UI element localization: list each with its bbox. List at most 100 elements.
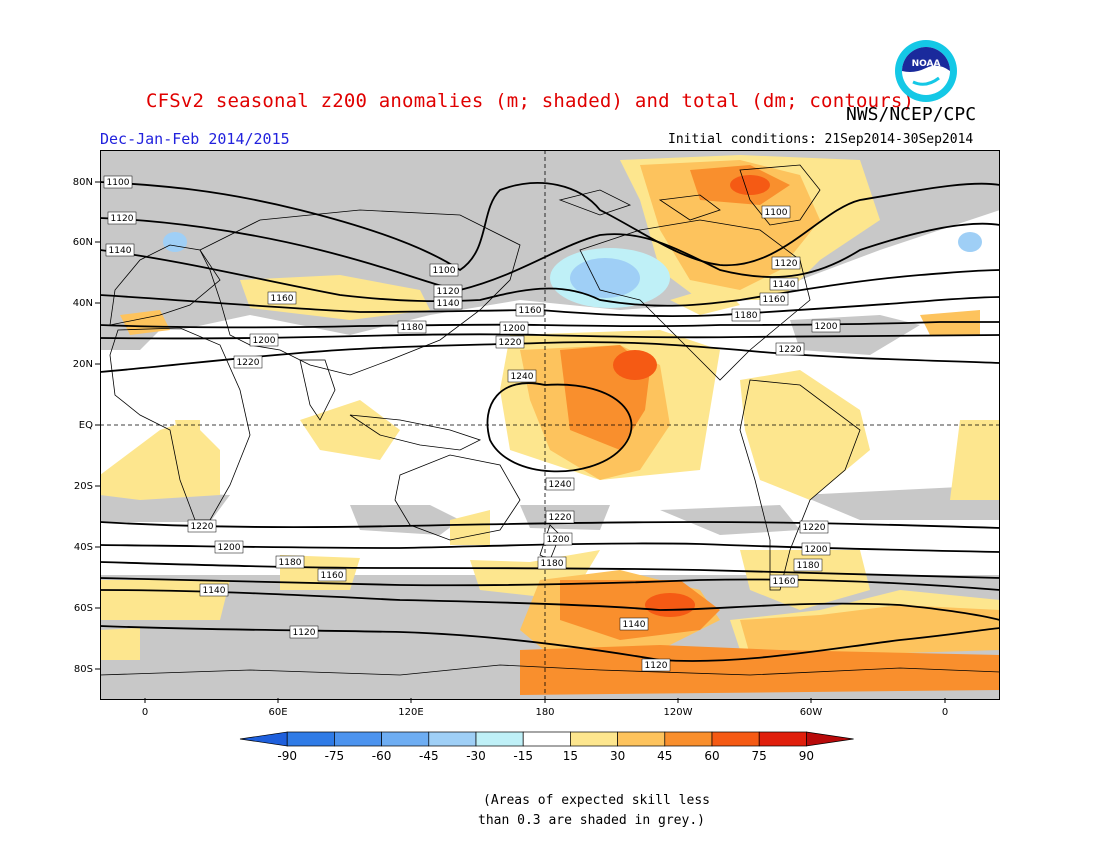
colorbar-label: -60 — [372, 749, 392, 763]
lat-label: 60S — [74, 603, 93, 614]
season-label: Dec-Jan-Feb 2014/2015 — [100, 130, 290, 148]
svg-text:1200: 1200 — [503, 324, 526, 334]
contour-label: 1120 — [107, 211, 137, 225]
lon-label: 0 — [942, 707, 948, 718]
anomaly-60-75-areas — [613, 175, 770, 617]
svg-text:1180: 1180 — [735, 311, 758, 321]
colorbar-box — [570, 731, 618, 747]
contour-label: 1200 — [499, 321, 529, 335]
colorbar-box — [758, 731, 807, 747]
svg-text:1200: 1200 — [253, 336, 276, 346]
contour-label: 1140 — [769, 277, 799, 291]
lon-label: 0 — [142, 707, 148, 718]
svg-text:1160: 1160 — [519, 306, 542, 316]
contour-label: 1200 — [543, 532, 573, 546]
colorbar-label: -90 — [277, 749, 297, 763]
lat-label: 80S — [74, 664, 93, 675]
contour-label: 1140 — [619, 617, 649, 631]
svg-text:1220: 1220 — [237, 358, 260, 368]
colorbar-box — [475, 731, 524, 747]
contour-label: 1160 — [515, 303, 545, 317]
colorbar-box — [617, 731, 666, 747]
contour-label: 1160 — [317, 568, 347, 582]
svg-text:1200: 1200 — [547, 535, 570, 545]
noaa-logo-text: NOAA — [912, 59, 941, 69]
contour-labels: 1100 1120 1140 1160 1180 1200 1220 1100 … — [103, 175, 841, 672]
svg-text:1200: 1200 — [815, 322, 838, 332]
contour-label: 1180 — [397, 320, 427, 334]
lat-label: 60N — [73, 237, 93, 248]
contour-label: 1240 — [507, 369, 537, 383]
longitude-axis: 0 60E 120E 180 120W 60W 0 — [142, 698, 948, 718]
contour-label: 1200 — [214, 540, 244, 554]
svg-text:1160: 1160 — [271, 294, 294, 304]
skill-note-line2: than 0.3 are shaded in grey.) — [478, 813, 705, 828]
lat-label: 20S — [74, 481, 93, 492]
contour-label: 1140 — [433, 296, 463, 310]
svg-text:1220: 1220 — [191, 522, 214, 532]
svg-text:1140: 1140 — [109, 246, 132, 256]
colorbar-box — [334, 731, 382, 747]
svg-text:1120: 1120 — [111, 214, 134, 224]
colorbar-box — [522, 731, 571, 747]
svg-text:1120: 1120 — [775, 259, 798, 269]
contour-label: 1120 — [289, 625, 319, 639]
svg-text:1160: 1160 — [763, 295, 786, 305]
svg-text:1180: 1180 — [541, 559, 564, 569]
lon-label: 60W — [800, 707, 823, 718]
svg-text:1180: 1180 — [279, 558, 302, 568]
colorbar-label: 30 — [610, 749, 625, 763]
contour-label: 1160 — [759, 292, 789, 306]
colorbar-box — [428, 731, 477, 747]
svg-text:1100: 1100 — [433, 266, 456, 276]
lat-label: 40S — [74, 542, 93, 553]
contour-label: 1100 — [429, 263, 459, 277]
contour-label: 1180 — [537, 556, 567, 570]
svg-text:1220: 1220 — [779, 345, 802, 355]
colorbar-label: -30 — [466, 749, 486, 763]
height-contours — [100, 181, 1000, 662]
lon-label: 120W — [664, 707, 693, 718]
svg-text:1140: 1140 — [773, 280, 796, 290]
agency-label: NWS/NCEP/CPC — [846, 104, 977, 125]
colorbar-box — [239, 731, 288, 747]
svg-text:1160: 1160 — [321, 571, 344, 581]
contour-label: 1100 — [761, 205, 791, 219]
svg-text:1120: 1120 — [437, 287, 460, 297]
colorbar-label: 75 — [752, 749, 767, 763]
lon-label: 120E — [398, 707, 423, 718]
lat-label: 20N — [73, 359, 93, 370]
contour-label: 1180 — [731, 308, 761, 322]
colorbar-label: 45 — [657, 749, 672, 763]
lon-label: 60E — [268, 707, 287, 718]
svg-text:1100: 1100 — [107, 178, 130, 188]
svg-text:1220: 1220 — [803, 523, 826, 533]
colorbar-box — [381, 731, 430, 747]
contour-label: 1220 — [799, 520, 829, 534]
svg-text:1120: 1120 — [645, 661, 668, 671]
contour-label: 1220 — [775, 342, 805, 356]
svg-text:1240: 1240 — [511, 372, 534, 382]
lat-label: 80N — [73, 177, 93, 188]
contour-label: 1140 — [199, 583, 229, 597]
colorbar-box — [806, 731, 854, 747]
lat-label: 40N — [73, 298, 93, 309]
skill-note-line1: (Areas of expected skill less — [483, 793, 710, 808]
lon-label: 180 — [535, 707, 554, 718]
latitude-axis: 80N 60N 40N 20N EQ 20S 40S 60S 80S — [73, 177, 100, 675]
contour-label: 1200 — [249, 333, 279, 347]
svg-text:1100: 1100 — [765, 208, 788, 218]
initial-conditions-label: Initial conditions: 21Sep2014-30Sep2014 — [668, 132, 974, 147]
contour-label: 1220 — [187, 519, 217, 533]
svg-text:1240: 1240 — [549, 480, 572, 490]
colorbar-label: 15 — [563, 749, 578, 763]
contour-label: 1200 — [811, 319, 841, 333]
contour-label: 1120 — [771, 256, 801, 270]
svg-text:1140: 1140 — [203, 586, 226, 596]
colorbar-label: 60 — [704, 749, 719, 763]
svg-text:1180: 1180 — [401, 323, 424, 333]
contour-label: 1140 — [105, 243, 135, 257]
svg-text:1160: 1160 — [773, 577, 796, 587]
contour-label: 1240 — [545, 477, 575, 491]
svg-text:1180: 1180 — [797, 561, 820, 571]
